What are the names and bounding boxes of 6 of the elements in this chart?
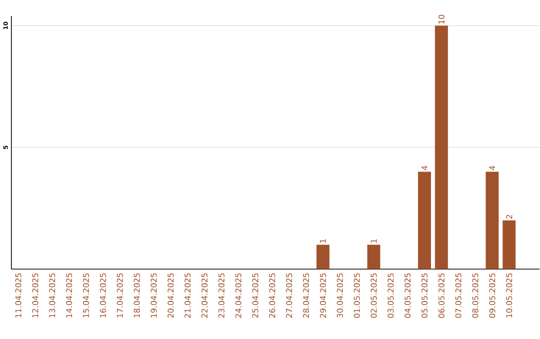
bar [418,172,431,270]
bar [367,244,380,270]
bar [434,26,448,270]
bar [316,244,330,270]
bar [486,172,499,270]
bar [502,220,516,270]
